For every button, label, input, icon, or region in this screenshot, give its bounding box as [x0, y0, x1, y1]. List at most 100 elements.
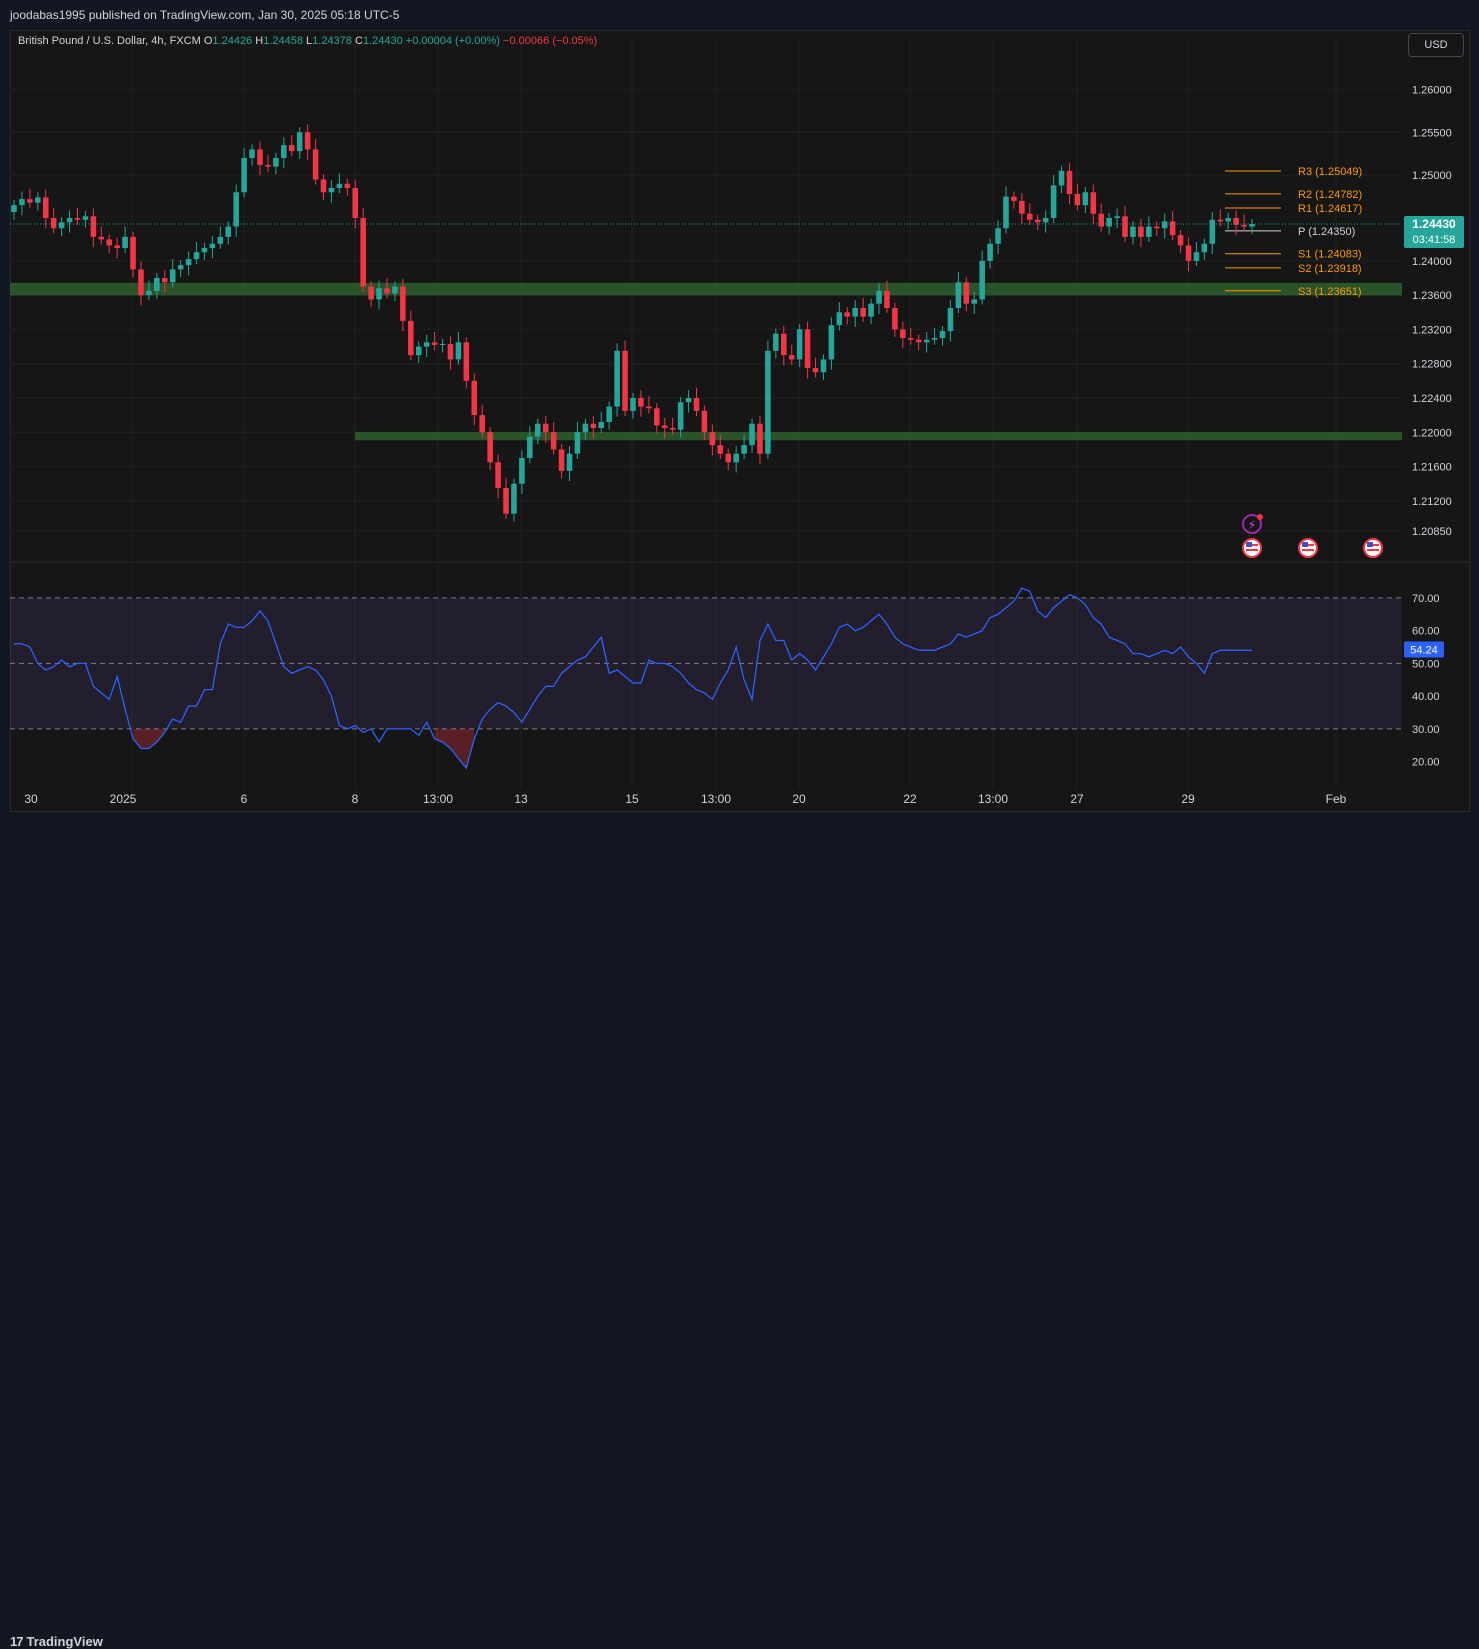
candle-body-47: [384, 288, 390, 294]
candle-body-5: [50, 218, 57, 229]
price-tick-3: 1.24000: [1412, 256, 1452, 268]
candle-body-33: [273, 158, 279, 167]
candle-body-118: [947, 308, 954, 332]
candle-body-14: [122, 236, 128, 248]
candle-body-78: [630, 398, 636, 411]
price-chart[interactable]: R3 (1.25049) R2 (1.24782) R1 (1.24617) P (1…: [0, 0, 1479, 849]
price-axis: 1.26000 1.25500 1.25000 1.24000 1.23600 1.232…: [1412, 84, 1452, 537]
candle-body-107: [860, 308, 866, 317]
price-tick-6: 1.22800: [1412, 359, 1452, 371]
candle-body-88: [709, 432, 716, 446]
last-price-label: 1.24430: [1412, 217, 1456, 231]
rsi-line: [14, 587, 1252, 770]
candle-body-149: [1193, 252, 1200, 261]
candle-body-146: [1169, 221, 1176, 236]
symbol-name[interactable]: British Pound / U.S. Dollar, 4h, FXCM: [18, 35, 201, 47]
candle-body-68: [550, 432, 557, 450]
candle-body-112: [900, 329, 906, 338]
candle-body-134: [1074, 194, 1081, 206]
candle-body-49: [400, 286, 406, 321]
open-label: O: [203, 35, 213, 47]
last-price-badge: [1404, 216, 1464, 248]
tradingview-logo-icon: 17: [10, 1634, 24, 1649]
symbol-legend[interactable]: British Pound / U.S. Dollar, 4h, FXCM O 1…: [18, 35, 597, 47]
candle-body-120: [963, 282, 970, 304]
price-tick-4: 1.23600: [1412, 290, 1452, 302]
candle-body-151: [1209, 219, 1216, 244]
tradingview-logo[interactable]: 17 TradingView: [10, 1634, 103, 1649]
candle-body-24: [201, 248, 208, 253]
time-tick-8: 20: [792, 792, 806, 806]
candle-body-113: [907, 338, 914, 340]
top-bar: joodabas1995 published on TradingView.co…: [0, 0, 1479, 30]
candle-body-71: [574, 432, 581, 454]
candle-body-67: [542, 423, 549, 433]
time-tick-4: 13:00: [423, 792, 453, 806]
candle-body-155: [1241, 224, 1247, 227]
candle-body-122: [979, 260, 985, 300]
candle-body-115: [923, 339, 930, 343]
candle-body-38: [312, 149, 319, 180]
candle-body-147: [1177, 235, 1184, 246]
level-label-s1: S1 (1.24083): [1298, 249, 1362, 261]
candle-body-62: [503, 488, 509, 514]
candle-body-136: [1090, 192, 1097, 214]
time-tick-5: 13: [514, 792, 528, 806]
candle-body-25: [209, 243, 216, 248]
rsi-tick-2: 50.00: [1412, 658, 1440, 670]
us-flag-canton-0: [1246, 542, 1252, 547]
currency-button[interactable]: USD: [1408, 33, 1464, 57]
candle-body-61: [495, 462, 501, 488]
price-tick-7: 1.22400: [1412, 393, 1452, 405]
candle-body-29: [241, 158, 247, 193]
us-flag-event-icon: [1298, 538, 1318, 558]
high-label: H: [255, 35, 264, 47]
candle-body-52: [423, 342, 430, 347]
close-value: 1.24430: [362, 35, 403, 47]
candle-body-39: [320, 179, 327, 193]
rsi-pane: 70.00 60.00 50.00 40.00 30.00 20.00 54.24: [10, 587, 1444, 770]
candle-body-98: [788, 355, 795, 360]
candle-body-126: [1011, 196, 1017, 201]
level-label-r1: R1 (1.24617): [1298, 203, 1362, 215]
price-tick-10: 1.21200: [1412, 496, 1452, 508]
time-tick-10: 13:00: [978, 792, 1008, 806]
candle-body-1: [19, 199, 25, 206]
candle-body-79: [638, 398, 644, 407]
level-label-s2: S2 (1.23918): [1298, 263, 1362, 275]
candle-body-54: [439, 344, 446, 345]
candle-body-91: [733, 453, 739, 463]
candle-body-69: [558, 449, 565, 471]
candle-body-73: [590, 423, 597, 428]
candle-body-144: [1153, 226, 1160, 229]
level-label-s3: S3 (1.23651): [1298, 286, 1362, 298]
candle-body-104: [836, 312, 843, 326]
chart-frame[interactable]: [10, 30, 1470, 812]
candle-body-26: [217, 236, 224, 244]
candle-body-153: [1225, 218, 1231, 222]
rsi-tick-0: 70.00: [1412, 593, 1440, 605]
candle-body-82: [661, 425, 668, 428]
lightning-glyph: ⚡: [1248, 518, 1256, 532]
candle-body-85: [685, 398, 692, 403]
candle-body-130: [1042, 218, 1049, 223]
candle-body-19: [162, 278, 168, 283]
candle-body-140: [1122, 216, 1128, 237]
candle-body-70: [566, 453, 573, 471]
us-flag-ring-2: [1363, 538, 1383, 558]
candle-body-3: [35, 197, 41, 203]
candle-body-23: [193, 252, 200, 260]
candle-body-94: [757, 423, 763, 454]
candle-body-13: [114, 245, 120, 248]
candle-body-51: [415, 346, 422, 356]
candle-body-40: [328, 188, 335, 193]
candle-body-32: [265, 164, 271, 167]
candle-body-31: [257, 149, 263, 165]
price-tick-8: 1.22000: [1412, 427, 1452, 439]
candle-body-123: [987, 243, 993, 261]
rsi-tick-5: 20.00: [1412, 757, 1440, 769]
level-label-r2: R2 (1.24782): [1298, 189, 1362, 201]
candle-body-96: [773, 333, 779, 351]
us-flag-canton-2: [1367, 542, 1373, 547]
candle-body-143: [1146, 226, 1152, 237]
